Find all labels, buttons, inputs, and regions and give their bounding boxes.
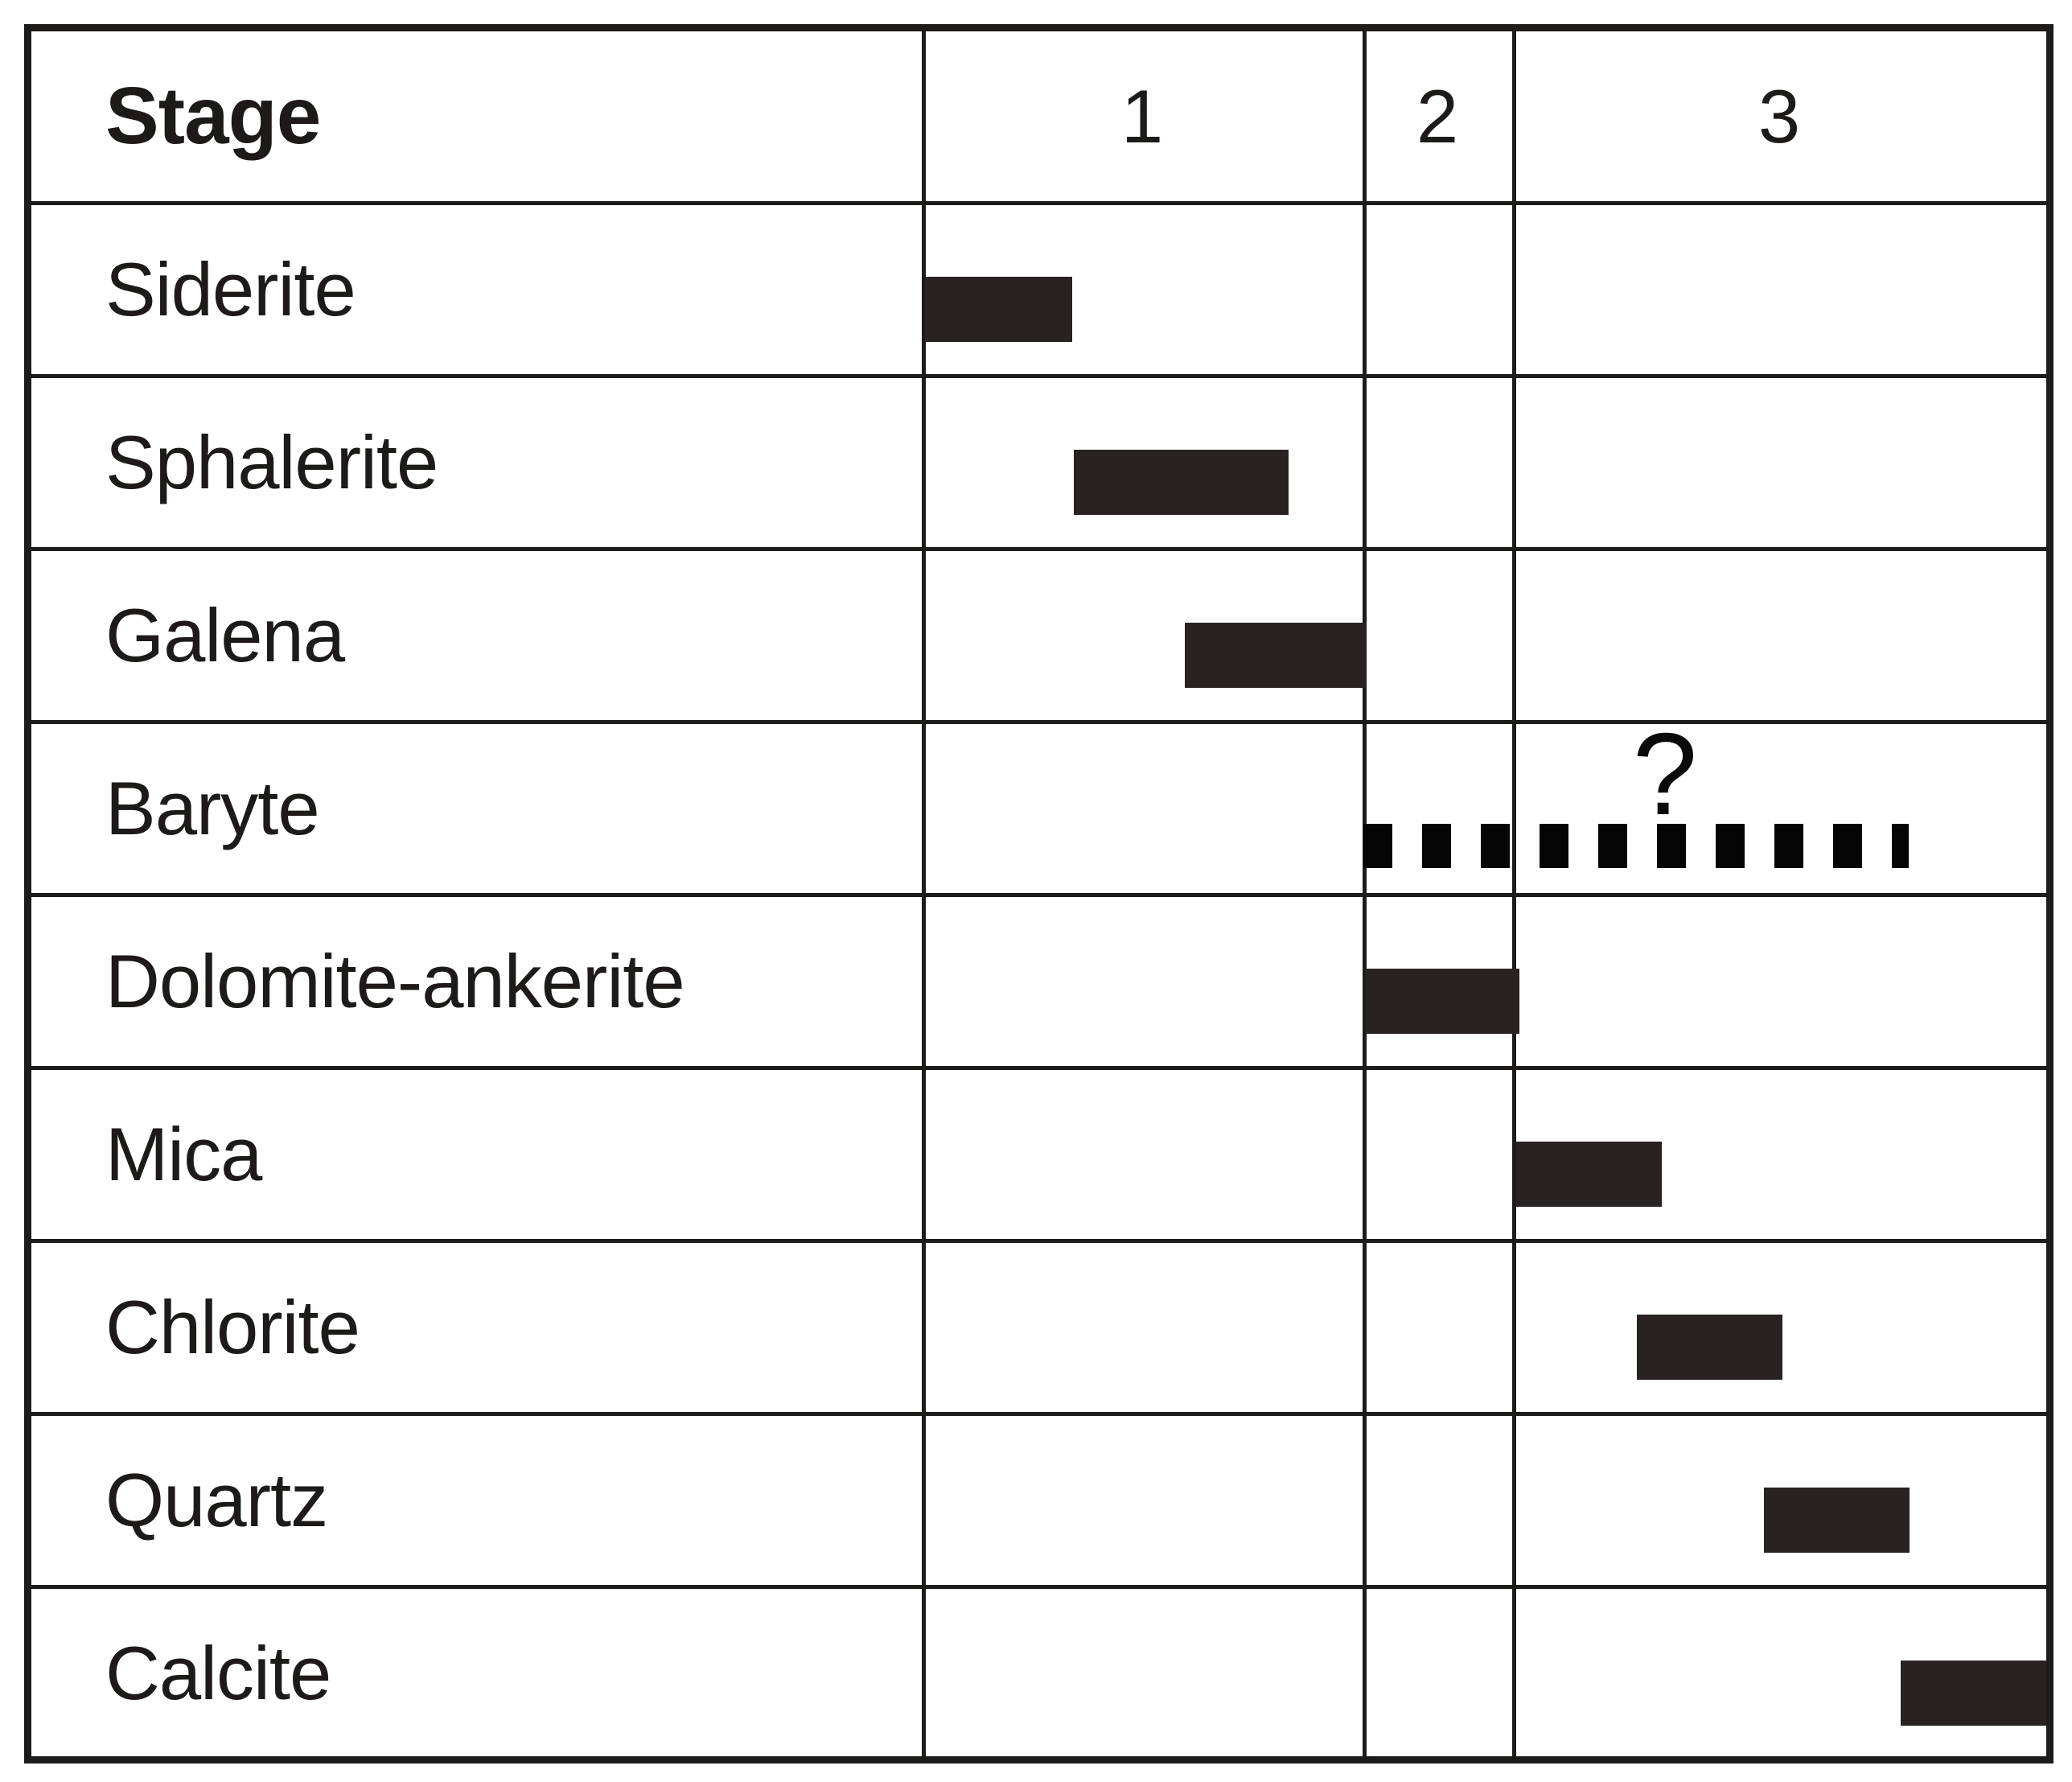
stage-track — [925, 1416, 2046, 1585]
mineral-label: Siderite — [105, 247, 356, 331]
mineral-label: Baryte — [105, 766, 320, 850]
mineral-row-chlorite: Chlorite — [31, 1239, 2046, 1412]
mineral-range-bar — [1515, 1142, 1662, 1207]
mineral-row-galena: Galena — [31, 547, 2046, 720]
mineral-range-bar — [1185, 623, 1366, 688]
mineral-row-calcite: Calcite — [31, 1585, 2046, 1756]
stage-column-header-2: 2 — [1416, 74, 1459, 158]
stage-column-header-1: 1 — [1120, 74, 1164, 158]
mineral-row-siderite: Siderite — [31, 201, 2046, 374]
mineral-label: Mica — [105, 1112, 262, 1196]
mineral-range-bar — [1637, 1315, 1783, 1380]
uncertainty-question-mark: ? — [1632, 709, 1698, 839]
mineral-range-bar — [1365, 969, 1519, 1034]
mineral-range-bar — [1763, 1488, 1910, 1553]
stage-track — [925, 551, 2046, 720]
mineral-label: Dolomite-ankerite — [105, 939, 685, 1023]
stage-track — [925, 897, 2046, 1066]
stage-track — [925, 1243, 2046, 1412]
mineral-range-bar — [1074, 450, 1289, 515]
stage-track — [925, 378, 2046, 547]
stage-column-header-3: 3 — [1758, 74, 1801, 158]
mineral-range-bar — [925, 277, 1072, 342]
mineral-row-baryte: Baryte ? — [31, 716, 2046, 893]
header-row: Stage 1 2 3 — [31, 31, 2046, 201]
stage-track — [925, 205, 2046, 374]
mineral-row-mica: Mica — [31, 1066, 2046, 1239]
mineral-label: Quartz — [105, 1458, 328, 1542]
stage-track — [925, 1070, 2046, 1239]
mineral-label: Chlorite — [105, 1285, 360, 1369]
stage-track: ? — [925, 716, 2046, 893]
stage-track — [925, 1589, 2046, 1756]
mineral-row-dolomite-ankerite: Dolomite-ankerite — [31, 893, 2046, 1066]
paragenesis-table: Stage 1 2 3 Siderite Sphalerite Galena B… — [24, 24, 2054, 1763]
stage-header-label: Stage — [105, 71, 321, 161]
mineral-label: Galena — [105, 593, 345, 677]
uncertain-range-dashes — [1363, 824, 1909, 868]
mineral-range-bar — [1900, 1661, 2046, 1726]
mineral-label: Calcite — [105, 1631, 331, 1715]
mineral-label: Sphalerite — [105, 420, 438, 504]
mineral-row-quartz: Quartz — [31, 1412, 2046, 1585]
mineral-row-sphalerite: Sphalerite — [31, 374, 2046, 547]
